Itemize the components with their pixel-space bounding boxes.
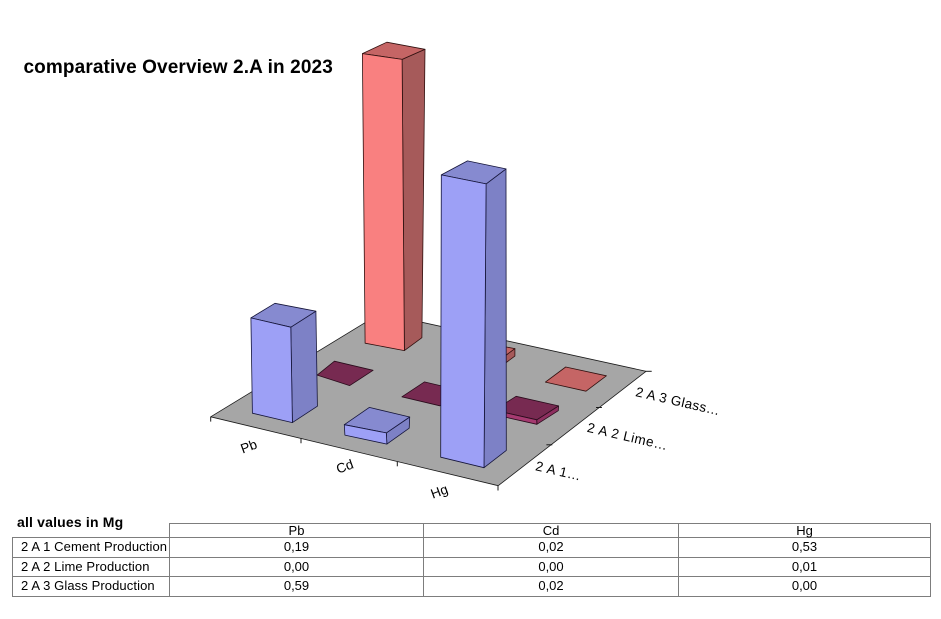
svg-text:Pb: Pb [239,437,260,457]
svg-text:Cd: Cd [334,457,355,477]
svg-text:Hg: Hg [429,482,450,502]
svg-text:2 A 2 Lime…: 2 A 2 Lime… [586,420,669,453]
svg-text:2 A 1…: 2 A 1… [534,459,582,484]
svg-text:2 A 3 Glass…: 2 A 3 Glass… [634,384,721,418]
